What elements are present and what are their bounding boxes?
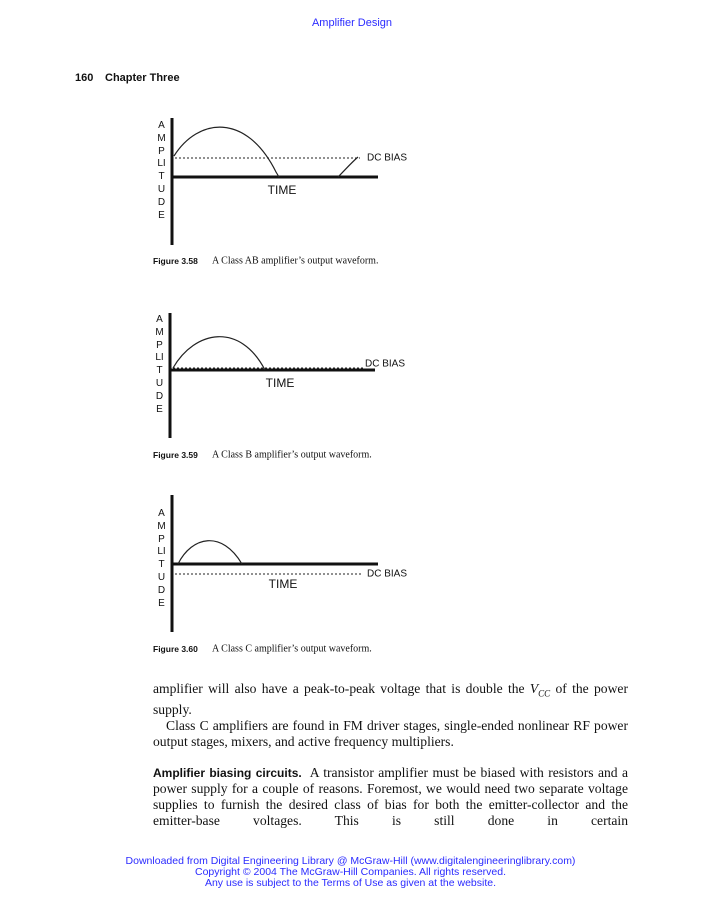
footer: Downloaded from Digital Engineering Libr… [0,856,701,889]
waveform [173,126,359,178]
axis-label: AMPLITUDE [155,314,164,415]
running-title: Amplifier Design [311,17,393,29]
waveform [172,336,266,371]
time-label: TIME [267,183,297,197]
figure-number: Figure 3.58 [153,256,198,266]
figure-caption: A Class B amplifier’s output waveform. [212,449,372,461]
page-number: 160 [75,72,94,84]
paragraph: Class C amplifiers are found in FM drive… [153,717,628,749]
subscript: CC [538,688,551,699]
symbol: V [529,681,539,696]
paragraph: Amplifier biasing circuits. A transistor… [153,765,628,829]
time-label: TIME [265,376,295,390]
figure-number: Figure 3.59 [153,450,198,460]
axis-label: AMPLITUDE [157,508,166,609]
text: of the power supply. [153,681,628,717]
bias-label: DC BIAS [367,152,408,164]
footer-line: Any use is subject to the Terms of Use a… [204,877,497,889]
figure-caption: A Class C amplifier’s output waveform. [212,643,372,655]
text: A transistor amplifier must be biased wi… [153,764,629,828]
body-text: amplifier will also have a peak-to-peak … [153,681,628,829]
paragraph: amplifier will also have a peak-to-peak … [153,681,628,718]
waveform [177,540,243,565]
axis-label: AMPLITUDE [157,120,166,221]
chapter-title: Chapter Three [105,72,180,84]
time-label: TIME [268,577,298,591]
bias-label: DC BIAS [365,358,406,370]
figure-caption: A Class AB amplifier’s output waveform. [212,255,379,267]
run-in-heading: Amplifier biasing circuits. [153,765,302,780]
figure-number: Figure 3.60 [153,644,198,654]
footer-line: Downloaded from Digital Engineering Libr… [125,855,576,867]
footer-line: Copyright © 2004 The McGraw-Hill Compani… [195,866,506,878]
text: amplifier will also have a peak-to-peak … [153,681,530,696]
bias-label: DC BIAS [367,568,408,580]
